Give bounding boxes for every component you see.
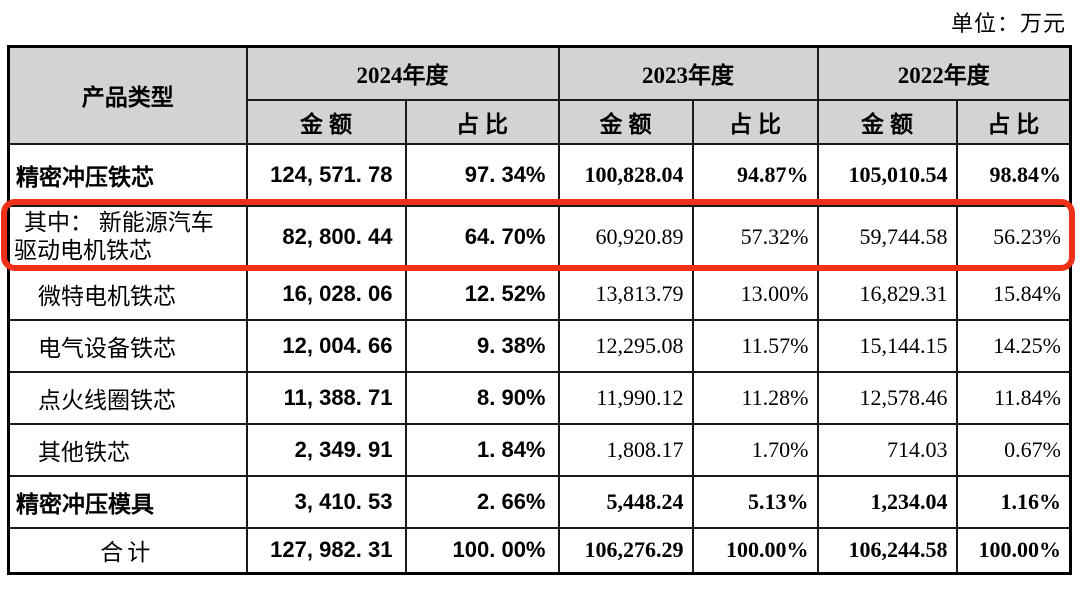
cell-2023-amount: 106,276.29 [557,526,694,575]
cell-2022-ratio: 11.84% [955,370,1072,425]
cell-2023-ratio: 5.13% [691,474,819,529]
cell-2024-amount: 124, 571. 78 [245,142,407,207]
product-name-cell: 点火线圈铁芯 [7,370,248,425]
header-row-years: 产品类型 2024年度 2023年度 2022年度 [7,45,1072,145]
cell-2024-ratio: 97. 34% [404,142,560,207]
cell-2022-amount: 15,144.15 [816,318,958,373]
cell-2024-ratio: 2. 66% [404,474,560,529]
year-header-2022: 2022年度 [816,45,1072,101]
cell-2022-amount: 714.03 [816,422,958,477]
header-row-subcolumns: 金额 占比 金额 占比 金额 占比 [9,98,1072,145]
table-row-ignition-coil-cores: 点火线圈铁芯 11, 388. 71 8. 90% 11,990.12 11.2… [7,370,1072,425]
subheader-2024-ratio: 占比 [404,98,560,145]
cell-2022-amount: 59,744.58 [816,204,958,269]
cell-2024-amount: 12, 004. 66 [245,318,407,373]
cell-2024-ratio: 1. 84% [404,422,560,477]
table-row-total: 合计 127, 982. 31 100. 00% 106,276.29 100.… [7,526,1072,575]
cell-2023-ratio: 13.00% [691,266,819,321]
cell-2024-ratio: 64. 70% [404,204,560,269]
table-row-nev-drive-motor-cores-highlighted: 其中： 新能源汽车 驱动电机铁芯 82, 800. 44 64. 70% 60,… [7,204,1072,269]
cell-2024-ratio: 9. 38% [404,318,560,373]
cell-2023-ratio: 1.70% [691,422,819,477]
cell-2023-amount: 5,448.24 [557,474,694,529]
cell-2024-amount: 11, 388. 71 [245,370,407,425]
revenue-table: 产品类型 2024年度 2023年度 2022年度 金额 占比 金额 占比 金额… [7,45,1072,575]
cell-2022-ratio: 56.23% [955,204,1072,269]
cell-2022-amount: 16,829.31 [816,266,958,321]
cell-2023-amount: 13,813.79 [557,266,694,321]
cell-2024-amount: 2, 349. 91 [245,422,407,477]
table-row-electrical-equipment-cores: 电气设备铁芯 12, 004. 66 9. 38% 12,295.08 11.5… [7,318,1072,373]
cell-2024-amount: 16, 028. 06 [245,266,407,321]
cell-2024-ratio: 8. 90% [404,370,560,425]
cell-2022-ratio: 1.16% [955,474,1072,529]
cell-2023-amount: 1,808.17 [557,422,694,477]
cell-2023-amount: 100,828.04 [557,142,694,207]
cell-2023-ratio: 11.28% [691,370,819,425]
product-name-cell: 其中： 新能源汽车 驱动电机铁芯 [7,204,248,269]
cell-2023-ratio: 94.87% [691,142,819,207]
cell-2022-amount: 1,234.04 [816,474,958,529]
cell-2022-amount: 12,578.46 [816,370,958,425]
cell-2023-amount: 60,920.89 [557,204,694,269]
cell-2022-ratio: 15.84% [955,266,1072,321]
total-label-cell: 合计 [7,526,248,575]
cell-2022-amount: 106,244.58 [816,526,958,575]
cell-2024-amount: 127, 982. 31 [245,526,407,575]
subheader-2022-amount: 金额 [816,98,958,145]
product-name-cell: 其他铁芯 [7,422,248,477]
revenue-table-container: 产品类型 2024年度 2023年度 2022年度 金额 占比 金额 占比 金额… [1,45,1075,575]
cell-2023-ratio: 57.32% [691,204,819,269]
cell-2023-amount: 12,295.08 [557,318,694,373]
product-name-cell: 精密冲压模具 [7,474,248,529]
unit-label: 单位：万元 [950,11,1066,36]
cell-2024-amount: 3, 410. 53 [245,474,407,529]
corner-header-cell: 产品类型 [7,45,248,145]
subheader-2022-ratio: 占比 [955,98,1072,145]
cell-2022-amount: 105,010.54 [816,142,958,207]
cell-2024-amount: 82, 800. 44 [245,204,407,269]
table-row-other-cores: 其他铁芯 2, 349. 91 1. 84% 1,808.17 1.70% 71… [7,422,1072,477]
cell-2023-amount: 11,990.12 [557,370,694,425]
table-row-precision-stamping-molds: 精密冲压模具 3, 410. 53 2. 66% 5,448.24 5.13% … [7,474,1072,529]
product-name-cell: 微特电机铁芯 [7,266,248,321]
year-header-2023: 2023年度 [557,45,819,101]
cell-2023-ratio: 100.00% [691,526,819,575]
cell-2022-ratio: 14.25% [955,318,1072,373]
table-row-precision-stamped-cores: 精密冲压铁芯 124, 571. 78 97. 34% 100,828.04 9… [7,142,1072,207]
product-name-cell: 电气设备铁芯 [7,318,248,373]
cell-2024-ratio: 12. 52% [404,266,560,321]
table-row-micro-motor-cores: 微特电机铁芯 16, 028. 06 12. 52% 13,813.79 13.… [7,266,1072,321]
cell-2024-ratio: 100. 00% [404,526,560,575]
year-header-2024: 2024年度 [245,45,560,101]
cell-2023-ratio: 11.57% [691,318,819,373]
subheader-2023-amount: 金额 [557,98,694,145]
subheader-2023-ratio: 占比 [691,98,819,145]
product-name-cell: 精密冲压铁芯 [7,142,248,207]
subheader-2024-amount: 金额 [245,98,407,145]
cell-2022-ratio: 100.00% [955,526,1072,575]
cell-2022-ratio: 98.84% [955,142,1072,207]
cell-2022-ratio: 0.67% [955,422,1072,477]
